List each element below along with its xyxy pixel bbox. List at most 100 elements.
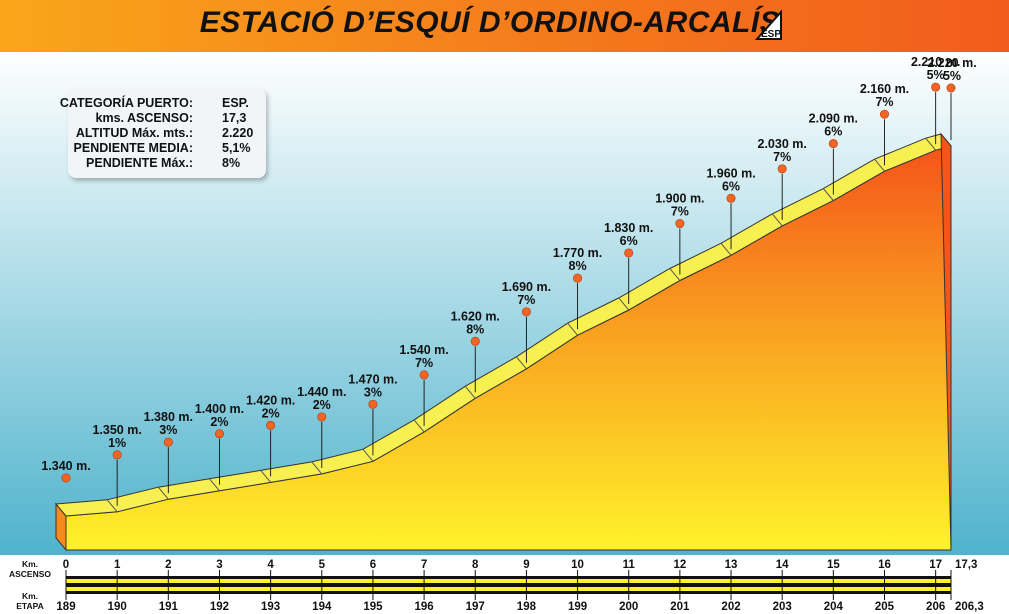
etapa-tick-label: 193 xyxy=(261,601,280,613)
ruler-segment-dark xyxy=(270,576,322,594)
altitude-marker-2: 1.380 m.3% xyxy=(144,410,193,494)
altitude-label: 1.830 m. xyxy=(604,221,653,235)
ruler-segment-stripe xyxy=(475,587,527,591)
info-row-altitude: ALTITUD Máx. mts.: 2.220 xyxy=(75,126,254,140)
ruler-segment-stripe xyxy=(884,587,936,591)
etapa-tick-label: 195 xyxy=(363,601,383,613)
band-divider xyxy=(874,158,885,172)
marker-dot xyxy=(828,139,838,149)
gradient-label: 2% xyxy=(262,406,280,420)
ruler-segment xyxy=(577,576,629,594)
gradient-label: 8% xyxy=(569,259,587,273)
etapa-axis-label: ETAPA xyxy=(16,601,44,611)
km-axes: Km.ASCENSOKm.ETAPA0189119021913192419351… xyxy=(0,555,1009,614)
band-divider xyxy=(669,268,681,281)
ruler-segment xyxy=(628,576,680,594)
ruler-segment-stripe xyxy=(935,579,951,583)
ascenso-tick-label: 10 xyxy=(571,559,584,571)
etapa-tick-label: 198 xyxy=(517,601,537,613)
band-divider xyxy=(209,478,220,492)
marker-dot xyxy=(419,370,429,380)
info-row-max-gradient: PENDIENTE Máx.: 8% xyxy=(86,156,241,170)
etapa-tick-label: 203 xyxy=(773,601,792,613)
band-divider xyxy=(106,499,118,513)
altitude-label: 1.900 m. xyxy=(655,192,704,206)
ascenso-tick-label: 7 xyxy=(421,559,427,571)
ruler-segment-stripe xyxy=(321,587,373,591)
altitude-marker-14: 2.030 m.7% xyxy=(758,137,807,220)
ruler-segment xyxy=(219,576,271,594)
altitude-marker-18: 2.220 m.5% xyxy=(927,56,977,140)
info-row-average-gradient: PENDIENTE MEDIA: 5,1% xyxy=(73,141,251,155)
altitude-label: 1.350 m. xyxy=(92,423,141,437)
ruler-segment-stripe xyxy=(577,579,629,583)
ascenso-tick-label: 4 xyxy=(267,559,274,571)
category-badge-text: ESP xyxy=(761,29,781,40)
ruler-segment xyxy=(782,576,834,594)
altitude-label: 2.210 m. xyxy=(911,55,960,69)
ruler-segment-stripe xyxy=(66,587,118,591)
ruler-segment-stripe xyxy=(321,579,373,583)
ascenso-tick-label: 15 xyxy=(827,559,840,571)
gradient-label: 6% xyxy=(620,234,638,248)
marker-dot xyxy=(624,248,634,258)
ruler-segment-stripe xyxy=(679,579,732,583)
ruler-segment-stripe xyxy=(66,579,118,583)
ruler-segment-stripe xyxy=(782,587,834,591)
gradient-label: 5% xyxy=(927,68,945,82)
gradient-label: 3% xyxy=(364,385,382,399)
altitude-marker-17: 2.210 m.5% xyxy=(911,55,960,145)
altitude-marker-4: 1.420 m.2% xyxy=(246,393,295,477)
ruler-segment-stripe xyxy=(731,579,783,583)
ruler-segment-stripe xyxy=(424,587,476,591)
gradient-label: 7% xyxy=(415,356,433,370)
marker-dot xyxy=(675,219,685,229)
ruler-segment-dark xyxy=(526,576,578,594)
ascenso-tick-label: 0 xyxy=(63,559,69,571)
marker-dot xyxy=(777,164,787,174)
ruler-segment xyxy=(117,576,169,594)
gradient-label: 2% xyxy=(313,398,331,412)
altitude-marker-6: 1.470 m.3% xyxy=(348,372,398,456)
ruler-segment-stripe xyxy=(117,579,169,583)
info-row-category: CATEGORÍA PUERTO: ESP. xyxy=(59,96,249,110)
ruler-segment-stripe xyxy=(782,579,834,583)
ruler-segment-dark xyxy=(679,576,732,594)
ruler-segment-dark xyxy=(66,576,118,594)
ruler-segment xyxy=(168,576,220,594)
info-row-km: kms. ASCENSO: 17,3 xyxy=(95,111,247,125)
etapa-tick-label: 202 xyxy=(721,601,740,613)
altitude-marker-0: 1.340 m. xyxy=(41,459,91,483)
marker-dot xyxy=(112,450,122,460)
ruler-segment xyxy=(372,576,425,594)
ascenso-tick-label: 11 xyxy=(623,559,636,571)
altitude-marker-8: 1.620 m.8% xyxy=(451,309,500,393)
climb-info-box: CATEGORÍA PUERTO: ESP. kms. ASCENSO: 17,… xyxy=(59,88,266,178)
ascenso-tick-label: 3 xyxy=(216,559,222,571)
ruler-segment-dark xyxy=(219,576,271,594)
ruler-segment-stripe xyxy=(270,579,322,583)
band-divider xyxy=(464,385,476,399)
ascenso-tick-label: 5 xyxy=(319,559,326,571)
altitude-marker-13: 1.960 m.6% xyxy=(706,166,756,250)
marker-dot xyxy=(317,412,327,422)
altitude-label: 1.380 m. xyxy=(144,410,193,424)
gradient-label: 8% xyxy=(466,322,484,336)
altitude-label: 2.090 m. xyxy=(809,112,858,126)
marker-dot xyxy=(879,109,889,119)
ascenso-axis-label: ASCENSO xyxy=(9,569,51,579)
altitude-marker-12: 1.900 m.7% xyxy=(655,192,705,275)
altitude-marker-3: 1.400 m.2% xyxy=(195,402,244,485)
ascenso-tick-label: 1 xyxy=(114,559,121,571)
marker-dot xyxy=(163,437,173,447)
ruler-segment-stripe xyxy=(475,579,527,583)
altitude-label: 1.340 m. xyxy=(41,459,90,473)
etapa-tick-label: 196 xyxy=(414,601,433,613)
ruler-segment-dark xyxy=(117,576,169,594)
altitude-label: 1.960 m. xyxy=(706,166,755,180)
band-divider xyxy=(413,419,425,433)
etapa-tick-label: 190 xyxy=(108,601,127,613)
ruler-segment-stripe xyxy=(424,579,476,583)
altitude-label: 1.400 m. xyxy=(195,402,244,416)
